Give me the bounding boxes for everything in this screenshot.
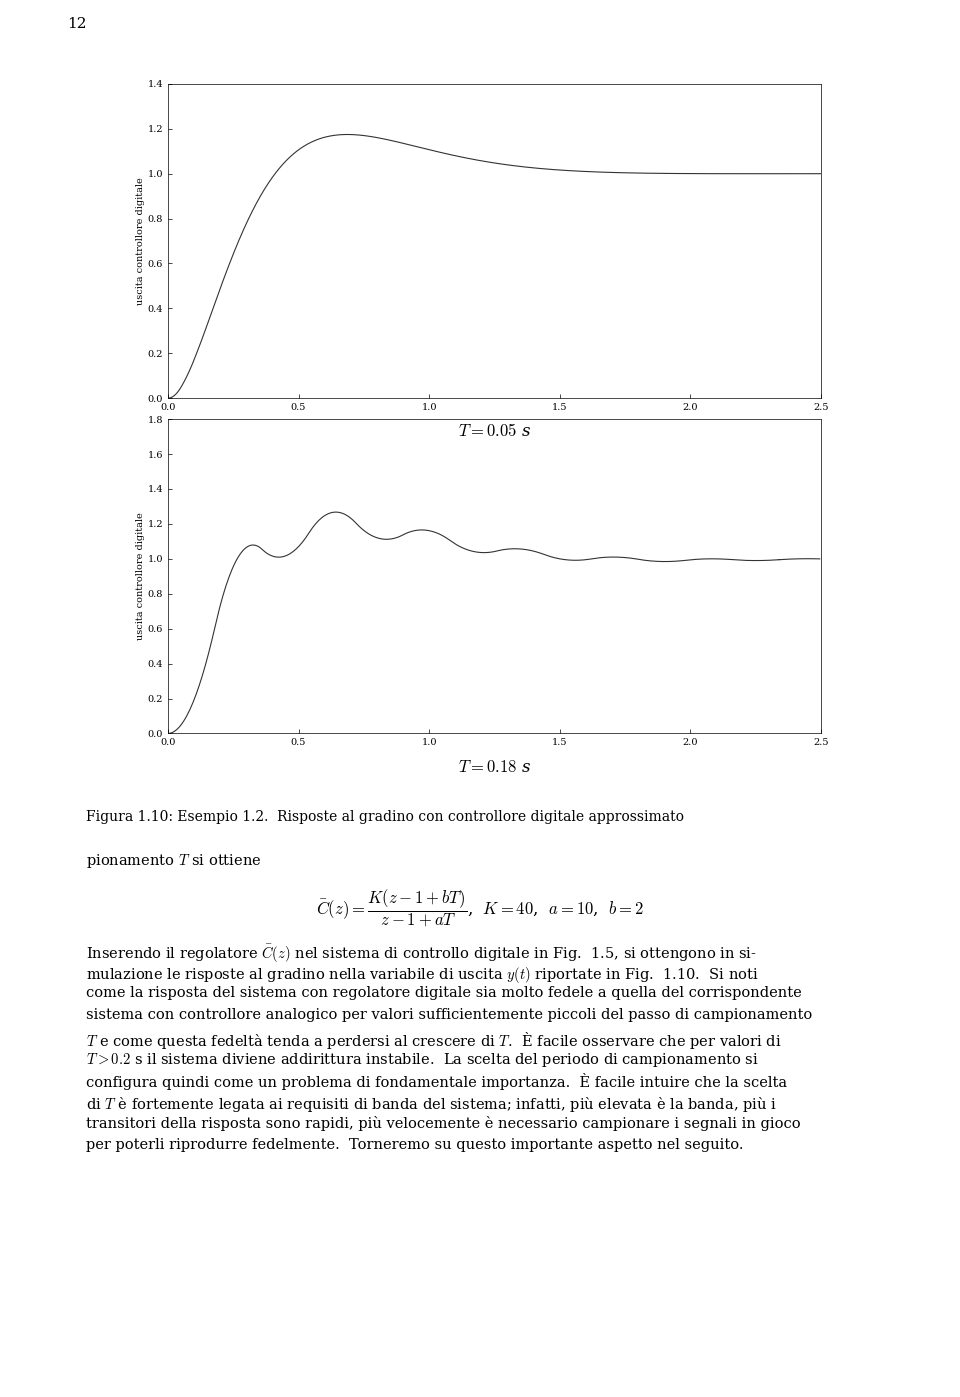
Text: mulazione le risposte al gradino nella variabile di uscita $y(t)$ riportate in F: mulazione le risposte al gradino nella v… <box>86 965 759 985</box>
Text: $T = 0.05$ s: $T = 0.05$ s <box>458 423 531 440</box>
Y-axis label: uscita controllore digitale: uscita controllore digitale <box>135 177 145 305</box>
Text: 12: 12 <box>67 17 86 31</box>
Text: $T > 0.2$ s il sistema diviene addirittura instabile.  La scelta del periodo di : $T > 0.2$ s il sistema diviene addirittu… <box>86 1052 759 1069</box>
Text: sistema con controllore analogico per valori sufficientemente piccoli del passo : sistema con controllore analogico per va… <box>86 1009 813 1023</box>
Text: $T$ e come questa fedeltà tenda a perdersi al crescere di $T$.  È facile osserva: $T$ e come questa fedeltà tenda a perder… <box>86 1030 782 1051</box>
Y-axis label: uscita controllore digitale: uscita controllore digitale <box>135 513 145 640</box>
Text: di $T$ è fortemente legata ai requisiti di banda del sistema; infatti, più eleva: di $T$ è fortemente legata ai requisiti … <box>86 1095 778 1113</box>
Text: Inserendo il regolatore $\bar{C}(z)$ nel sistema di controllo digitale in Fig.  : Inserendo il regolatore $\bar{C}(z)$ nel… <box>86 943 757 965</box>
Text: $\bar{C}(z) = \dfrac{K(z-1+bT)}{z-1+aT}$,  $K = 40$,  $a = 10$,  $b = 2$: $\bar{C}(z) = \dfrac{K(z-1+bT)}{z-1+aT}$… <box>316 887 644 928</box>
Text: come la risposta del sistema con regolatore digitale sia molto fedele a quella d: come la risposta del sistema con regolat… <box>86 986 803 1000</box>
Text: pionamento $T$ si ottiene: pionamento $T$ si ottiene <box>86 852 262 870</box>
Text: per poterli riprodurre fedelmente.  Torneremo su questo importante aspetto nel s: per poterli riprodurre fedelmente. Torne… <box>86 1139 744 1153</box>
Text: Figura 1.10: Esempio 1.2.  Risposte al gradino con controllore digitale approssi: Figura 1.10: Esempio 1.2. Risposte al gr… <box>86 810 684 824</box>
Text: transitori della risposta sono rapidi, più velocemente è necessario campionare i: transitori della risposta sono rapidi, p… <box>86 1116 801 1132</box>
Text: $T = 0.18$ s: $T = 0.18$ s <box>458 759 531 775</box>
Text: configura quindi come un problema di fondamentale importanza.  È facile intuire : configura quindi come un problema di fon… <box>86 1073 787 1090</box>
